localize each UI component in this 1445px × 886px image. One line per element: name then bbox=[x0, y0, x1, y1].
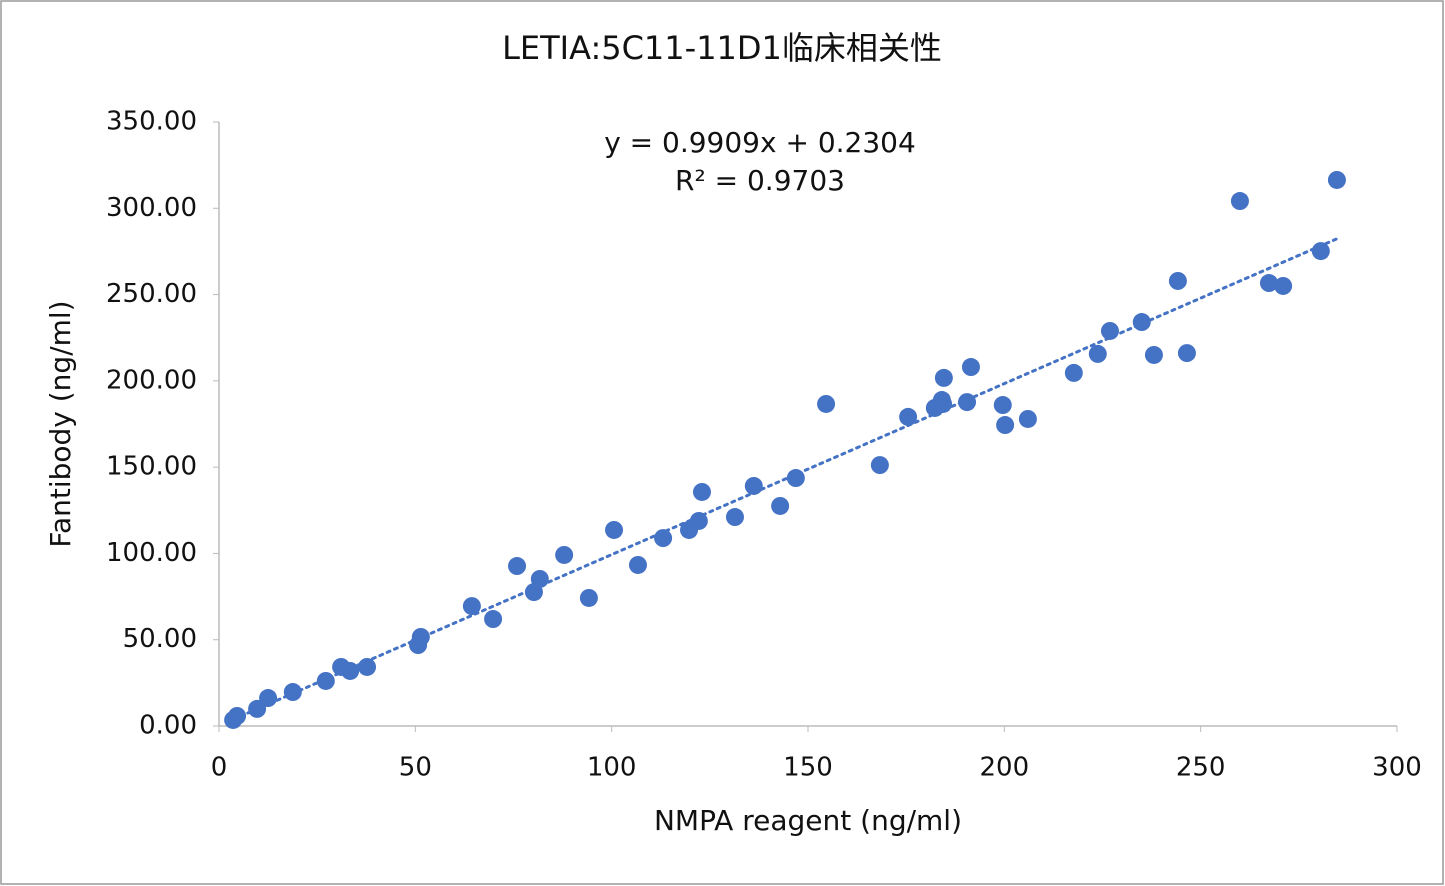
point bbox=[1100, 321, 1119, 340]
x-tick-label: 300 bbox=[1372, 753, 1422, 783]
point bbox=[316, 671, 335, 690]
point bbox=[508, 557, 527, 576]
point bbox=[1144, 345, 1163, 364]
point bbox=[411, 627, 430, 646]
trendline-r-squared: R² = 0.9703 bbox=[675, 164, 845, 197]
point bbox=[259, 689, 278, 708]
point bbox=[934, 368, 953, 387]
point bbox=[228, 706, 247, 725]
point bbox=[358, 657, 377, 676]
x-tick-label: 250 bbox=[1176, 753, 1226, 783]
point bbox=[579, 588, 598, 607]
point bbox=[1177, 344, 1196, 363]
point bbox=[1088, 344, 1107, 363]
point bbox=[744, 476, 763, 495]
point bbox=[1311, 242, 1330, 261]
point bbox=[786, 469, 805, 488]
point bbox=[1064, 363, 1083, 382]
trendline-equation: y = 0.9909x + 0.2304 bbox=[604, 126, 916, 159]
y-tick-label: 300.00 bbox=[106, 193, 197, 223]
point bbox=[283, 683, 302, 702]
point bbox=[1327, 170, 1346, 189]
point bbox=[1168, 271, 1187, 290]
x-tick-label: 150 bbox=[783, 753, 833, 783]
point bbox=[654, 529, 673, 548]
point bbox=[934, 394, 953, 413]
point bbox=[725, 508, 744, 527]
point bbox=[1259, 274, 1278, 293]
y-tick-label: 200.00 bbox=[106, 365, 197, 395]
point bbox=[771, 496, 790, 515]
x-tick-label: 100 bbox=[587, 753, 637, 783]
point bbox=[462, 597, 481, 616]
point bbox=[1018, 409, 1037, 428]
point bbox=[530, 569, 549, 588]
x-tick-label: 200 bbox=[980, 753, 1030, 783]
point bbox=[817, 394, 836, 413]
y-tick-label: 100.00 bbox=[106, 538, 197, 568]
point bbox=[689, 511, 708, 530]
chart-title: LETIA:5C11-11D1临床相关性 bbox=[502, 29, 942, 67]
point bbox=[993, 396, 1012, 415]
point bbox=[692, 482, 711, 501]
point bbox=[628, 555, 647, 574]
y-tick-label: 50.00 bbox=[123, 624, 197, 654]
point bbox=[484, 610, 503, 629]
point bbox=[248, 699, 267, 718]
y-axis-label: Fantibody (ng/ml) bbox=[44, 300, 77, 547]
point bbox=[555, 545, 574, 564]
point bbox=[899, 407, 918, 426]
x-tick-label: 0 bbox=[211, 753, 228, 783]
y-tick-label: 150.00 bbox=[106, 452, 197, 482]
point bbox=[341, 661, 360, 680]
point bbox=[958, 393, 977, 412]
point bbox=[870, 456, 889, 475]
point bbox=[996, 416, 1015, 435]
point bbox=[1274, 276, 1293, 295]
point bbox=[1230, 192, 1249, 211]
x-axis-label: NMPA reagent (ng/ml) bbox=[654, 804, 962, 837]
point bbox=[605, 520, 624, 539]
y-tick-label: 250.00 bbox=[106, 279, 197, 309]
y-tick-label: 350.00 bbox=[106, 107, 197, 137]
point bbox=[961, 358, 980, 377]
y-tick-label: 0.00 bbox=[139, 711, 197, 741]
x-tick-label: 50 bbox=[399, 753, 432, 783]
point bbox=[1132, 313, 1151, 332]
